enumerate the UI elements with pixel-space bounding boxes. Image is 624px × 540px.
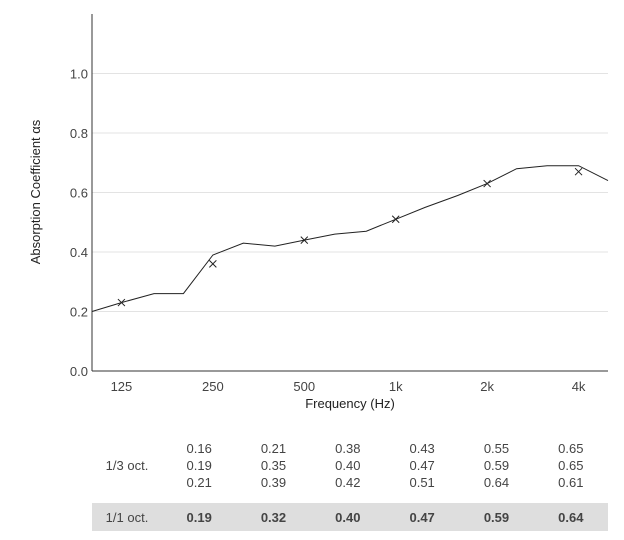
third-octave-value: 0.42 [335,475,361,490]
octave-value: 0.64 [533,503,608,531]
octave-marker [209,260,217,268]
octave-label: 1/1 oct. [92,503,162,531]
octave-value: 0.32 [236,503,311,531]
x-tick-label: 125 [111,379,133,394]
third-octave-value: 0.61 [558,475,584,490]
octave-value: 0.59 [459,503,534,531]
y-tick-label: 0.2 [70,305,88,320]
y-tick-label: 0.0 [70,364,88,379]
third-octave-label: 1/3 oct. [105,458,149,473]
y-tick-labels: 0.0 0.2 0.4 0.6 0.8 1.0 [70,67,88,380]
x-tick-label: 250 [202,379,224,394]
third-octave-value: 0.38 [335,441,361,456]
third-octave-cell-250: 0.21 0.35 0.39 [236,440,310,491]
third-octave-value: 0.21 [186,475,212,490]
third-octave-cell-500: 0.38 0.40 0.42 [311,440,385,491]
third-octave-value: 0.35 [260,458,287,473]
third-octave-value: 0.64 [483,475,510,490]
octave-marker [117,298,126,307]
octave-marker [574,167,583,176]
third-octave-row: 1/3 oct. 0.16 0.19 0.21 0.21 0.35 0.39 0… [92,440,608,491]
third-octave-value: 0.55 [483,441,510,456]
y-tick-label: 0.4 [70,245,88,260]
table-spacer [92,491,608,503]
third-octave-line [91,165,609,312]
x-tick-label: 4k [572,379,586,394]
series [91,165,609,312]
third-octave-value: 0.39 [260,475,287,490]
third-octave-value: 0.16 [186,441,212,456]
third-octave-value: 0.65 [558,458,584,473]
absorption-table: 1/3 oct. 0.16 0.19 0.21 0.21 0.35 0.39 0… [92,440,608,531]
x-tick-label: 500 [293,379,315,394]
third-octave-cell-1k: 0.43 0.47 0.51 [385,440,459,491]
third-octave-value: 0.21 [260,441,287,456]
absorption-chart: 0.0 0.2 0.4 0.6 0.8 1.0 125 250 500 1k 2k 4k Frequ… [28,14,609,411]
third-octave-value: 0.59 [483,458,510,473]
x-tick-label: 2k [480,379,494,394]
octave-marker [300,236,309,244]
third-octave-value: 0.19 [186,458,212,473]
third-octave-value: 0.51 [409,475,435,490]
y-axis-title: Absorption Coefficient αs [28,119,43,264]
x-tick-labels: 125 250 500 1k 2k 4k [111,379,586,394]
octave-value: 0.47 [384,503,460,531]
third-octave-value: 0.40 [335,458,361,473]
gridlines [92,73,608,372]
octave-row: 1/1 oct. 0.19 0.32 0.40 0.47 0.59 0.64 [92,503,608,531]
third-octave-value: 0.43 [409,441,435,456]
third-octave-cell-2k: 0.55 0.59 0.64 [459,440,533,491]
third-octave-cell-125: 0.16 0.19 0.21 [162,440,236,491]
x-tick-label: 1k [389,379,403,394]
y-tick-label: 0.8 [70,126,88,141]
octave-marker [483,179,491,188]
octave-marker [391,215,400,224]
octave-value: 0.40 [310,503,385,531]
third-octave-value: 0.65 [558,441,584,456]
third-octave-cell-4k: 0.65 0.65 0.61 [534,440,608,491]
y-tick-label: 1.0 [70,67,88,82]
x-axis-title: Frequency (Hz) [305,396,395,411]
third-octave-value: 0.47 [409,458,435,473]
y-tick-label: 0.6 [70,186,88,201]
octave-value: 0.19 [162,503,237,531]
